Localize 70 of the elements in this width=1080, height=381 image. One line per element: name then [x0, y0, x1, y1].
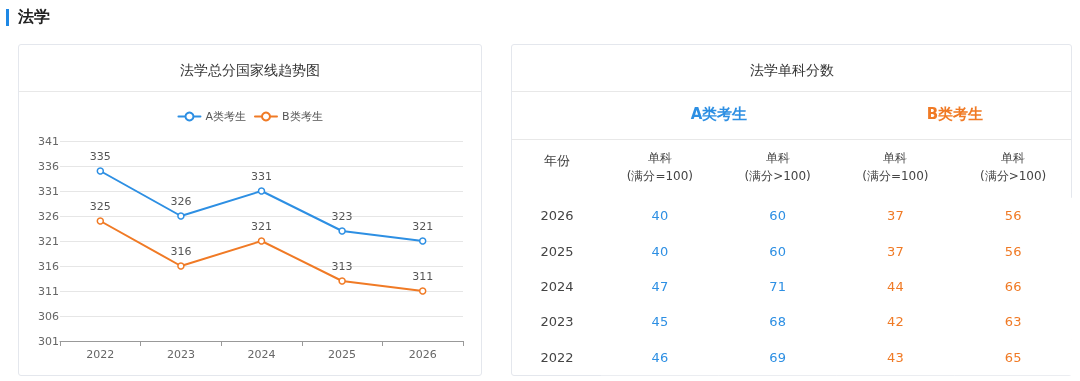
- y-tick-label: 336: [38, 159, 59, 173]
- point: [338, 277, 346, 285]
- y-tick-label: 341: [38, 134, 59, 148]
- x-tick-label: 2025: [328, 348, 357, 361]
- data-label: 335: [89, 150, 111, 164]
- data-label: 42: [887, 314, 904, 330]
- data-label: 71: [769, 279, 786, 294]
- data-label: 37: [887, 208, 904, 224]
- data-label: 65: [1004, 349, 1022, 365]
- data-label: 40: [651, 208, 669, 224]
- y-tick-label: 2026: [540, 208, 574, 224]
- data-label: 37: [887, 243, 904, 259]
- x-tick-label: 2026: [408, 348, 437, 361]
- data-label: 46: [651, 349, 669, 365]
- data-label: 321: [412, 220, 434, 234]
- point: [177, 262, 185, 270]
- data-label: 66: [1004, 279, 1022, 294]
- y-tick-label: 2024: [540, 279, 574, 294]
- data-label: 313: [331, 260, 353, 274]
- point: [257, 187, 266, 195]
- y-tick-label: 321: [38, 234, 59, 248]
- legend-label: B类考生: [281, 110, 323, 123]
- point: [418, 287, 427, 295]
- data-label: 68: [769, 314, 786, 330]
- data-label: 321: [251, 220, 272, 234]
- data-label: 47: [651, 279, 669, 294]
- y-tick-label: 301: [38, 334, 59, 348]
- y-tick-label: 326: [38, 209, 59, 223]
- x-tick-label: 单科 (满分>100): [979, 151, 1047, 183]
- chart-title: 法学单科分数: [749, 62, 834, 78]
- data-label: 63: [1004, 314, 1022, 330]
- data-label: 60: [769, 208, 786, 224]
- point: [338, 227, 346, 235]
- data-label: 323: [331, 210, 353, 224]
- data-label: 331: [251, 170, 272, 184]
- legend-label: A类考生: [205, 110, 246, 123]
- x-tick-label: 单科 (满分=100): [626, 151, 694, 183]
- y-tick-label: 311: [38, 284, 59, 298]
- point: [257, 237, 266, 245]
- data-label: 45: [651, 314, 669, 330]
- point: [177, 212, 185, 220]
- x-tick-label: 2022: [86, 348, 115, 361]
- y-tick-label: 331: [38, 184, 59, 198]
- data-label: 60: [769, 243, 786, 259]
- data-label: 311: [412, 270, 434, 284]
- data-label: 43: [887, 349, 904, 365]
- text: B类考生: [926, 105, 984, 123]
- x-tick-label: 2023: [166, 348, 195, 361]
- data-label: 69: [769, 349, 786, 365]
- data-label: 316: [170, 245, 192, 259]
- data-label: 326: [170, 195, 192, 209]
- point: [96, 167, 105, 175]
- data-label: 56: [1004, 208, 1022, 224]
- data-label: 40: [651, 243, 669, 259]
- y-tick-label: 2025: [540, 243, 574, 259]
- y-tick-label: 306: [38, 309, 59, 323]
- x-tick-label: 2024: [247, 348, 276, 361]
- data-label: 56: [1004, 243, 1022, 259]
- point: [418, 237, 427, 245]
- data-label: 44: [887, 279, 904, 294]
- data-label: 325: [89, 200, 111, 214]
- text: A类考生: [690, 105, 748, 123]
- text: 法学: [17, 6, 50, 28]
- y-tick-label: 316: [38, 259, 59, 273]
- y-axis-title: 年份: [544, 152, 570, 168]
- x-tick-label: 单科 (满分>100): [744, 151, 811, 183]
- y-tick-label: 2023: [540, 314, 574, 330]
- x-tick-label: 单科 (满分=100): [862, 151, 929, 183]
- chart-title: 法学总分国家线趋势图: [180, 62, 320, 78]
- point: [96, 217, 105, 225]
